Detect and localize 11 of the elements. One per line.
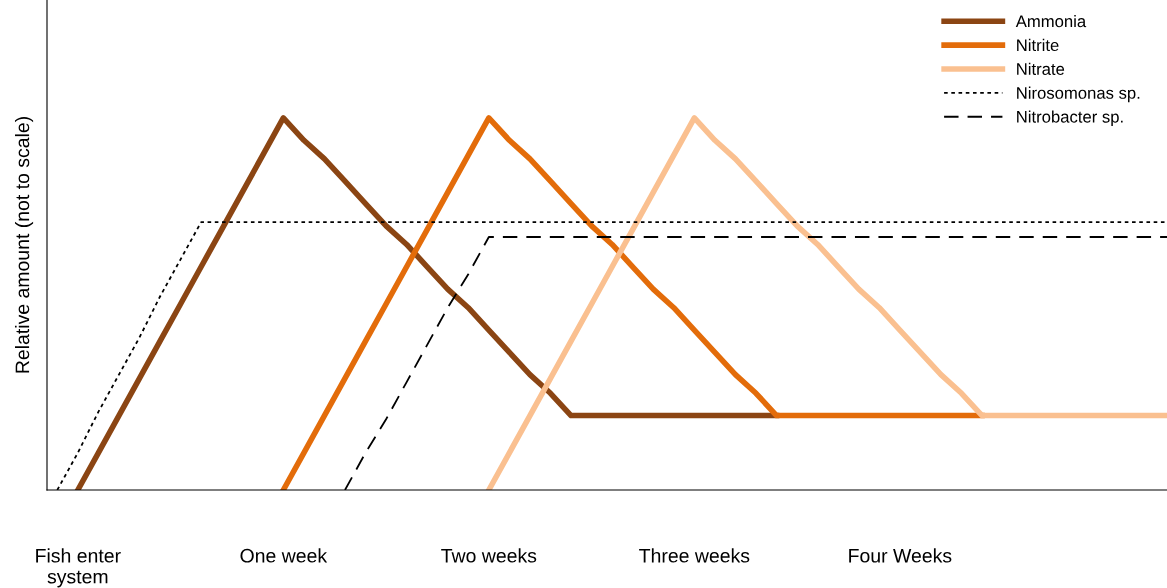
legend-label: Nitrate [1017, 62, 1065, 75]
legend-label: Nirosomonas sp. [1017, 86, 1140, 103]
x-tick-label: Two weeks [441, 548, 537, 563]
x-tick-label: One week [240, 548, 328, 563]
legend-label: Nitrite [1017, 38, 1059, 52]
y-axis-title: Relative amount (not to scale) [14, 117, 34, 373]
x-tick-label: Four Weeks [849, 548, 952, 563]
legend-label: Ammonia [1015, 15, 1087, 28]
legend-label: Nitrobacter sp. [1017, 110, 1123, 127]
x-tick-label: Three weeks [639, 548, 750, 563]
x-tick-label: Fish enter system [36, 548, 121, 588]
